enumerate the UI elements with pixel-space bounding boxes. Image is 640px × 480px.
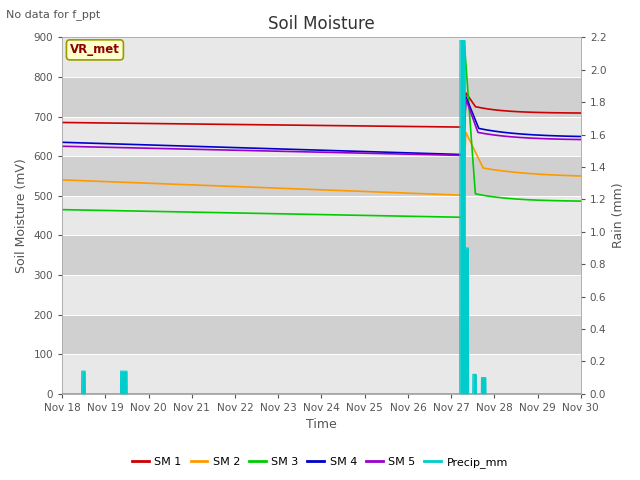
Bar: [62, 117, 580, 156]
Bar: [62, 235, 580, 275]
Bar: [62, 156, 580, 196]
Text: No data for f_ppt: No data for f_ppt: [6, 9, 100, 20]
Text: VR_met: VR_met: [70, 43, 120, 56]
Bar: [62, 354, 580, 394]
Legend: SM 1, SM 2, SM 3, SM 4, SM 5, Precip_mm: SM 1, SM 2, SM 3, SM 4, SM 5, Precip_mm: [128, 452, 512, 472]
Y-axis label: Rain (mm): Rain (mm): [612, 183, 625, 248]
Y-axis label: Soil Moisture (mV): Soil Moisture (mV): [15, 158, 28, 273]
Title: Soil Moisture: Soil Moisture: [268, 15, 375, 33]
Bar: [62, 77, 580, 117]
Bar: [62, 37, 580, 77]
X-axis label: Time: Time: [306, 419, 337, 432]
Bar: [62, 196, 580, 235]
Bar: [62, 314, 580, 354]
Bar: [62, 275, 580, 314]
